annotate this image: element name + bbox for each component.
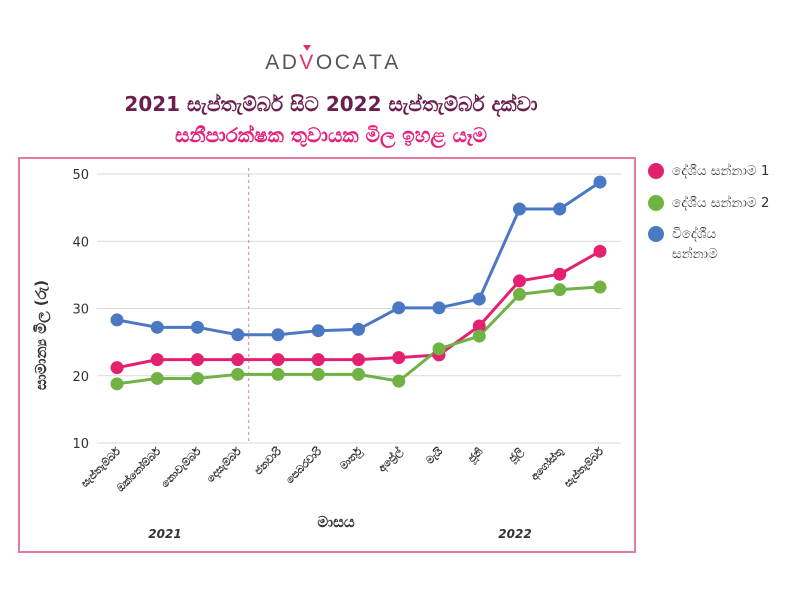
local-brand-2-point-10 xyxy=(472,329,486,343)
x-tick-labels: සැප්තැම්බර්ඔක්තෝම්බර්නොවැම්බර් දෙසැම්බර් ජ… xyxy=(77,443,606,494)
foreign-brand-point-11 xyxy=(513,202,526,216)
x-axis-title: මාසය xyxy=(317,513,355,531)
y-tick-label-50: 50 xyxy=(72,168,89,183)
logo-letter: O xyxy=(315,51,335,74)
legend-item-local-brand-2: දේශීය සන්නාම 2 xyxy=(648,193,796,213)
local-brand-1-point-5 xyxy=(271,353,285,367)
chart-title: 2021 සැප්තැම්බර් සිට 2022 සැප්තැම්බර් දක… xyxy=(124,92,538,116)
local-brand-1-point-4 xyxy=(231,353,245,367)
series-points xyxy=(110,175,607,391)
legend-item-foreign-brand: විදේශීය සන්නාම xyxy=(648,224,752,264)
logo-letter-accent: V xyxy=(299,45,316,75)
y-tick-label-20: 20 xyxy=(72,370,89,385)
local-brand-1-point-13 xyxy=(593,244,607,258)
local-brand-1-point-1 xyxy=(110,361,124,375)
logo-letter: A xyxy=(384,51,401,74)
local-brand-2-point-9 xyxy=(432,342,446,356)
local-brand-2-point-6 xyxy=(311,367,325,381)
y-axis-title: සාමාන්‍ය මිල (රු) xyxy=(32,280,51,390)
local-brand-1-point-7 xyxy=(352,353,365,367)
local-brand-2-point-2 xyxy=(150,371,164,385)
foreign-brand-point-10 xyxy=(472,292,486,306)
x-tick-label-2: ඔක්තෝම්බර් xyxy=(113,444,164,495)
local-brand-2-point-1 xyxy=(110,377,124,391)
local-brand-1-point-3 xyxy=(191,353,204,367)
x-tick-label-8: අප්‍රේල් xyxy=(375,443,407,475)
local-brand-1-point-2 xyxy=(150,353,164,367)
foreign-brand-point-1 xyxy=(110,313,124,327)
gridlines xyxy=(97,173,621,444)
year-labels: 2021 2022 xyxy=(148,527,531,541)
local-brand-2-point-4 xyxy=(231,367,245,381)
foreign-brand-point-8 xyxy=(392,301,406,315)
y-tick-label-30: 30 xyxy=(72,303,89,318)
local-brand-2-point-7 xyxy=(352,367,365,381)
legend-label-local-brand-1: දේශීය සන්නාම 1 xyxy=(672,163,770,179)
x-tick-label-7: මාර්තු xyxy=(336,444,365,473)
year-label-2022: 2022 xyxy=(498,527,531,541)
local-brand-2-point-13 xyxy=(593,280,607,294)
local-brand-2-point-11 xyxy=(513,287,526,301)
foreign-brand-line xyxy=(115,180,602,337)
foreign-brand-point-12 xyxy=(553,202,567,216)
local-brand-2-point-8 xyxy=(392,374,406,388)
legend-marker-local-brand-1 xyxy=(648,163,664,179)
legend-label-foreign-brand: විදේශීය සන්නාම xyxy=(672,226,718,262)
x-tick-label-6: පෙබරවාරි xyxy=(282,444,325,487)
foreign-brand-point-7 xyxy=(352,322,365,336)
year-label-2021: 2021 xyxy=(148,527,181,541)
chart-frame xyxy=(18,157,636,553)
local-brand-1-point-10 xyxy=(472,319,486,333)
legend-marker-foreign-brand xyxy=(648,226,664,242)
foreign-brand-point-13 xyxy=(593,175,607,189)
x-tick-label-3: නොවැම්බර් xyxy=(158,444,204,490)
local-brand-2-point-12 xyxy=(553,283,567,297)
foreign-brand-point-5 xyxy=(271,328,285,342)
logo-letter: A xyxy=(265,51,282,74)
foreign-brand-point-3 xyxy=(191,320,204,334)
legend-item-local-brand-1: දේශීය සන්නාම 1 xyxy=(648,161,796,181)
legend-marker-local-brand-2 xyxy=(648,195,664,211)
logo-letter: A xyxy=(352,51,369,74)
local-brand-1-point-12 xyxy=(553,267,567,281)
x-tick-label-12: අගෝස්තු xyxy=(527,444,567,484)
x-tick-label-11: ජූලි xyxy=(505,444,528,467)
x-tick-label-9: මැයි xyxy=(423,445,445,467)
foreign-brand-point-9 xyxy=(432,301,446,315)
logo-letter: T xyxy=(368,51,385,74)
foreign-brand-point-4 xyxy=(231,328,245,342)
local-brand-1-line xyxy=(115,249,602,370)
chart-subtitle: සනීපාරක්ෂක තුවායක මිල ඉහළ යෑම xyxy=(174,123,487,147)
local-brand-2-point-3 xyxy=(191,371,204,385)
foreign-brand-point-2 xyxy=(150,320,164,334)
local-brand-1-point-11 xyxy=(513,274,526,288)
x-tick-label-4: දෙසැම්බර් xyxy=(203,444,245,486)
logo-accent-mark-icon xyxy=(302,45,311,51)
legend-label-local-brand-2: දේශීය සන්නාම 2 xyxy=(672,195,770,211)
foreign-brand-point-6 xyxy=(311,324,325,338)
x-tick-label-13: සැප්තැම්බර් xyxy=(560,444,606,490)
local-brand-1-point-8 xyxy=(392,351,406,365)
logo-letter: C xyxy=(334,51,353,74)
x-tick-label-5: ජනවාරි xyxy=(251,444,285,478)
y-tick-labels: 10 20 30 40 50 xyxy=(72,168,89,452)
local-brand-1-point-6 xyxy=(311,353,325,367)
x-tick-label-10: ජූනි xyxy=(464,445,486,467)
logo-letter: D xyxy=(281,51,300,74)
y-tick-label-10: 10 xyxy=(72,437,89,452)
local-brand-2-point-5 xyxy=(271,367,285,381)
y-tick-label-40: 40 xyxy=(72,235,89,250)
